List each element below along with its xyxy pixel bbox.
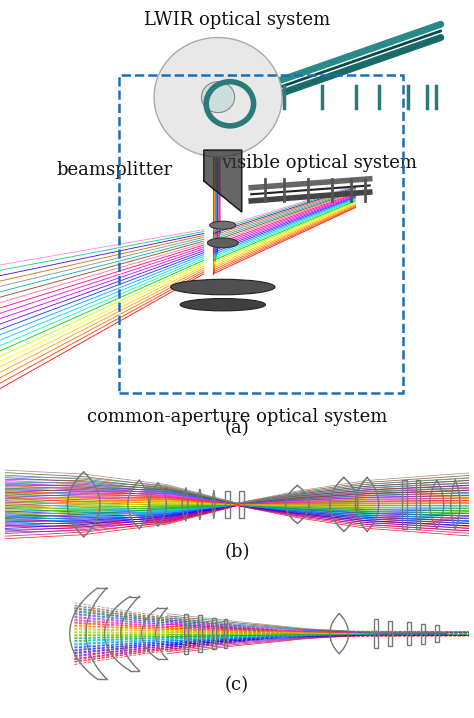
Bar xyxy=(212,618,216,649)
Bar xyxy=(388,621,392,646)
Text: beamsplitter: beamsplitter xyxy=(57,161,173,179)
Circle shape xyxy=(201,82,235,113)
Ellipse shape xyxy=(180,299,265,311)
Bar xyxy=(407,623,411,645)
Text: LWIR optical system: LWIR optical system xyxy=(144,11,330,29)
Ellipse shape xyxy=(210,221,236,229)
Bar xyxy=(224,620,227,648)
Text: visible optical system: visible optical system xyxy=(221,154,417,172)
Bar xyxy=(416,480,420,528)
Bar xyxy=(198,615,202,652)
Text: (b): (b) xyxy=(224,543,250,561)
Bar xyxy=(239,491,244,518)
Bar xyxy=(118,75,403,393)
Ellipse shape xyxy=(171,279,275,295)
Bar xyxy=(226,491,230,518)
Text: common-aperture optical system: common-aperture optical system xyxy=(87,409,387,426)
Bar xyxy=(183,614,188,653)
Bar xyxy=(402,480,407,528)
Text: (a): (a) xyxy=(225,419,249,437)
Polygon shape xyxy=(204,150,242,212)
Bar xyxy=(421,624,425,643)
Text: (c): (c) xyxy=(225,676,249,694)
Bar xyxy=(435,625,438,642)
Circle shape xyxy=(154,37,282,157)
Bar xyxy=(374,620,378,648)
Ellipse shape xyxy=(208,238,238,248)
